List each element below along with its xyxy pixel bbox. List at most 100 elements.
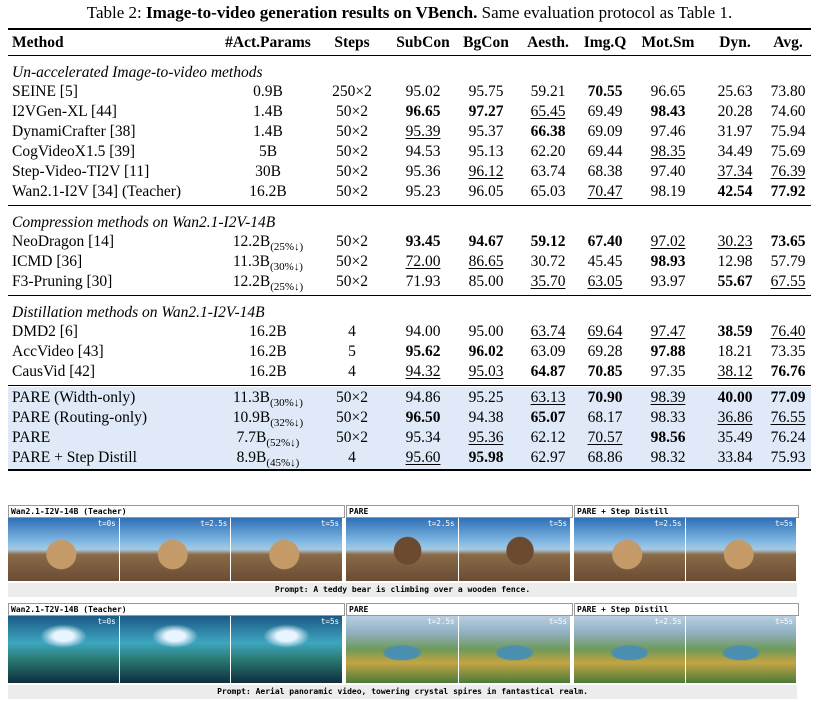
rule xyxy=(8,55,811,56)
score: 57.79 xyxy=(770,253,806,270)
score: 73.65 xyxy=(770,233,806,250)
score: 95.39 xyxy=(405,123,441,140)
steps: 50×2 xyxy=(336,273,368,290)
params-cell: 16.2B xyxy=(208,182,328,202)
params-cell: 16.2B xyxy=(208,362,328,382)
params: 30B xyxy=(255,163,281,180)
score: 67.40 xyxy=(587,233,623,250)
params-cell: 1.4B xyxy=(208,122,328,142)
timestamp: t=5s xyxy=(320,519,339,528)
score: 98.39 xyxy=(650,389,686,406)
score: 66.38 xyxy=(530,123,566,140)
score: 69.09 xyxy=(587,123,623,140)
score: 65.45 xyxy=(530,103,566,120)
params: 8.9B xyxy=(236,449,267,466)
timestamp: t=5s xyxy=(548,519,567,528)
score: 69.49 xyxy=(587,103,623,120)
steps: 250×2 xyxy=(332,83,372,100)
score: 59.12 xyxy=(530,233,566,250)
rule xyxy=(8,469,811,471)
steps: 50×2 xyxy=(336,389,368,406)
score: 59.21 xyxy=(530,83,566,100)
video-frame: t=5s xyxy=(231,616,342,683)
params-cell: 16.2B xyxy=(208,322,328,342)
group-title: Compression methods on Wan2.1-I2V-14B xyxy=(12,214,276,231)
score: 65.07 xyxy=(530,409,566,426)
timestamp: t=0s xyxy=(97,519,116,528)
steps: 50×2 xyxy=(336,429,368,446)
score: 94.53 xyxy=(405,143,441,160)
score: 72.00 xyxy=(405,253,441,270)
caption-text: Same evaluation protocol as Table 1. xyxy=(481,3,733,22)
score: 96.05 xyxy=(468,183,504,200)
score: 64.87 xyxy=(530,363,566,380)
params-reduction: (52%↓) xyxy=(266,437,300,450)
video-frame xyxy=(119,616,231,683)
score: 94.00 xyxy=(405,323,441,340)
steps: 4 xyxy=(348,323,356,340)
video-frame: t=0s xyxy=(8,616,119,683)
score: 93.45 xyxy=(405,233,441,250)
highlight-band xyxy=(8,387,811,469)
method: ICMD [36] xyxy=(12,253,83,270)
score: 98.33 xyxy=(650,409,686,426)
params: 5B xyxy=(258,143,278,160)
video-frame: t=5s xyxy=(458,616,570,683)
score: 98.32 xyxy=(650,449,686,466)
score: 95.60 xyxy=(405,449,441,466)
score: 95.03 xyxy=(468,363,504,380)
header-cell: Mot.Sm xyxy=(641,34,695,51)
score: 95.75 xyxy=(468,83,504,100)
score: 86.65 xyxy=(468,253,504,270)
score: 76.39 xyxy=(770,163,806,180)
timestamp: t=5s xyxy=(774,617,793,626)
score: 95.34 xyxy=(405,429,441,446)
score: 62.97 xyxy=(530,449,566,466)
score: 20.28 xyxy=(717,103,753,120)
score: 34.49 xyxy=(717,143,753,160)
params-cell: 10.9B(32%↓) xyxy=(208,408,328,433)
params: 12.2B xyxy=(232,273,271,290)
method: PARE (Width-only) xyxy=(12,389,136,406)
params-cell: 1.4B xyxy=(208,102,328,122)
params-cell: 11.3B(30%↓) xyxy=(208,252,328,277)
params: 16.2B xyxy=(249,343,287,360)
video-frame: t=5s xyxy=(458,518,570,581)
score: 76.24 xyxy=(770,429,806,446)
params-cell: 0.9B xyxy=(208,82,328,102)
score: 95.37 xyxy=(468,123,504,140)
score: 63.09 xyxy=(530,343,566,360)
score: 36.86 xyxy=(717,409,753,426)
score: 76.55 xyxy=(770,409,806,426)
score: 70.47 xyxy=(587,183,623,200)
score: 70.90 xyxy=(587,389,623,406)
params: 0.9B xyxy=(253,83,283,100)
score: 96.65 xyxy=(650,83,686,100)
params-cell: 8.9B(45%↓) xyxy=(208,448,328,473)
score: 12.98 xyxy=(717,253,753,270)
panel-title: PARE xyxy=(346,505,573,518)
params: 7.7B xyxy=(236,429,267,446)
score: 95.62 xyxy=(405,343,441,360)
params: 16.2B xyxy=(249,323,287,340)
method: CausVid [42] xyxy=(12,363,96,380)
score: 40.00 xyxy=(717,389,753,406)
method: DynamiCrafter [38] xyxy=(12,123,136,140)
score: 77.09 xyxy=(770,389,806,406)
score: 69.44 xyxy=(587,143,623,160)
params-reduction: (30%↓) xyxy=(269,397,303,410)
timestamp: t=2.5s xyxy=(654,519,682,528)
rule xyxy=(8,295,811,296)
steps: 50×2 xyxy=(336,183,368,200)
score: 97.46 xyxy=(650,123,686,140)
params-reduction: (25%↓) xyxy=(270,241,304,254)
score: 94.38 xyxy=(468,409,504,426)
score: 42.54 xyxy=(717,183,753,200)
score: 65.03 xyxy=(530,183,566,200)
score: 25.63 xyxy=(717,83,753,100)
header-cell: Avg. xyxy=(773,34,803,51)
params-cell: 12.2B(25%↓) xyxy=(208,232,328,257)
score: 70.57 xyxy=(587,429,623,446)
video-frame: t=2.5s xyxy=(346,518,458,581)
score: 63.74 xyxy=(530,163,566,180)
